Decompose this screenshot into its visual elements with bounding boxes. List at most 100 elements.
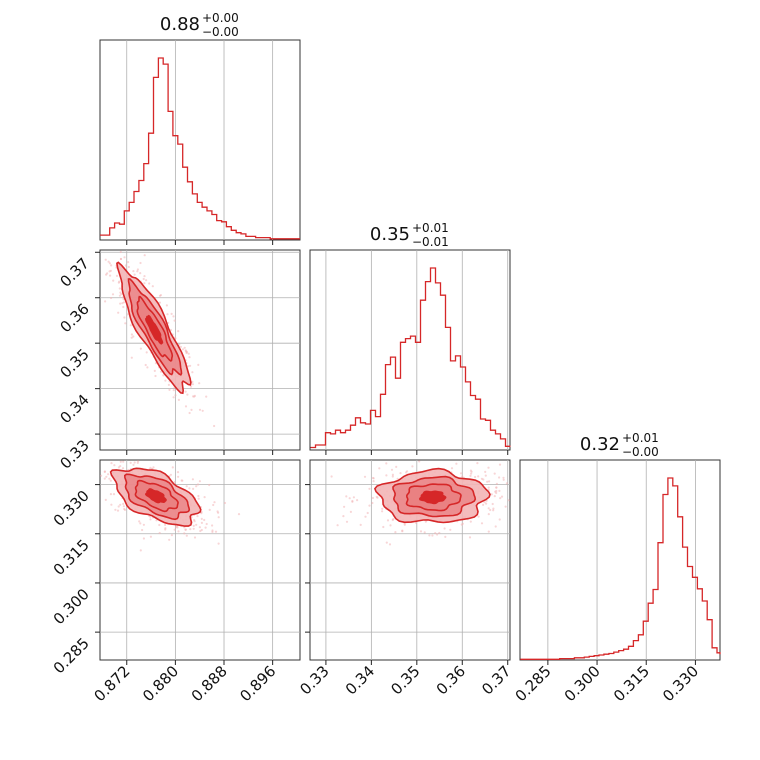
scatter-point <box>164 379 167 382</box>
scatter-point <box>390 468 394 471</box>
scatter-point <box>146 366 149 369</box>
scatter-point <box>110 503 113 506</box>
scatter-point <box>195 485 198 488</box>
scatter-point <box>105 475 108 478</box>
scatter-point <box>336 524 339 527</box>
scatter-point <box>191 383 194 386</box>
scatter-point <box>484 470 487 473</box>
scatter-point <box>498 489 501 492</box>
scatter-point <box>122 505 125 508</box>
scatter-point <box>129 461 132 464</box>
scatter-point <box>153 369 156 372</box>
scatter-point <box>486 480 489 483</box>
title-minus-param2: −0.01 <box>412 235 449 249</box>
scatter-point <box>460 472 463 475</box>
scatter-point <box>189 385 193 388</box>
scatter-point <box>191 380 194 383</box>
scatter-point <box>345 520 349 523</box>
scatter-point <box>193 518 196 522</box>
scatter-point <box>391 475 394 478</box>
scatter-point <box>139 261 142 265</box>
scatter-point <box>468 536 472 539</box>
scatter-point <box>172 396 175 399</box>
density-contours <box>373 467 491 524</box>
scatter-point <box>200 517 203 521</box>
scatter-point <box>197 497 200 500</box>
scatter-point <box>411 465 414 468</box>
panel-2d-param1-param2 <box>99 249 301 451</box>
panel-frame <box>99 459 301 661</box>
scatter-point <box>196 515 199 518</box>
scatter-point <box>191 371 194 374</box>
scatter-point <box>178 343 181 346</box>
scatter-point <box>104 498 107 501</box>
scatter-point <box>155 519 158 522</box>
x-tick-label: 0.34 <box>342 662 378 698</box>
x-tick-label: 0.888 <box>188 662 231 705</box>
scatter-point <box>469 474 472 477</box>
scatter-point <box>167 383 170 386</box>
scatter-point <box>505 482 508 485</box>
scatter-point <box>431 534 434 537</box>
scatter-point <box>493 472 496 475</box>
scatter-point <box>480 522 484 525</box>
scatter-point <box>117 466 120 469</box>
scatter-point <box>184 405 188 408</box>
scatter-point <box>223 501 227 505</box>
scatter-point <box>499 497 502 500</box>
x-tick-label: 0.36 <box>433 662 469 698</box>
scatter-point <box>115 274 119 277</box>
panel-grid <box>547 460 696 660</box>
title-value-param2: 0.35 <box>370 224 410 245</box>
scatter-point <box>109 493 112 496</box>
scatter-point <box>119 250 122 254</box>
scatter-point <box>132 270 135 273</box>
scatter-point <box>181 348 185 351</box>
scatter-point <box>166 313 169 316</box>
scatter-point <box>183 532 186 535</box>
panel-grid <box>310 460 510 660</box>
scatter-point <box>127 265 130 269</box>
scatter-point <box>217 542 220 545</box>
scatter-point <box>498 463 502 466</box>
scatter-point <box>193 536 197 539</box>
scatter-point <box>191 478 194 481</box>
title-value-param1: 0.88 <box>160 14 200 35</box>
scatter-point <box>364 515 367 518</box>
scatter-point <box>368 504 371 507</box>
density-contours <box>109 467 202 527</box>
scatter-point <box>149 515 152 518</box>
scatter-point <box>487 530 490 533</box>
scatter-point <box>203 518 206 522</box>
scatter-point <box>193 395 196 398</box>
scatter-point <box>121 467 125 470</box>
scatter-point <box>118 287 121 290</box>
scatter-point <box>118 294 122 297</box>
scatter-point <box>197 363 200 366</box>
scatter-point <box>487 466 490 469</box>
scatter-point <box>119 257 123 261</box>
scatter-point <box>159 294 162 297</box>
scatter-point <box>208 483 211 487</box>
x-tick-label: 0.315 <box>610 662 653 705</box>
scatter-point <box>477 475 480 478</box>
x-tick-label: 0.33 <box>296 662 332 698</box>
scatter-point <box>120 293 123 296</box>
y-tick-label: 0.285 <box>50 634 93 677</box>
scatter-point <box>107 260 110 263</box>
scatter-point <box>132 335 135 338</box>
scatter-point <box>386 519 390 522</box>
scatter-point <box>405 471 408 474</box>
scatter-point <box>117 505 120 508</box>
scatter-point <box>504 505 507 508</box>
y-tick-label: 0.33 <box>56 436 92 472</box>
scatter-point <box>149 535 152 538</box>
x-tick-label: 0.872 <box>90 662 133 705</box>
scatter-point <box>185 485 188 488</box>
scatter-point <box>113 464 116 467</box>
scatter-point <box>500 495 504 498</box>
scatter-point <box>381 507 384 510</box>
scatter-point <box>139 522 142 525</box>
scatter-point <box>100 474 103 477</box>
